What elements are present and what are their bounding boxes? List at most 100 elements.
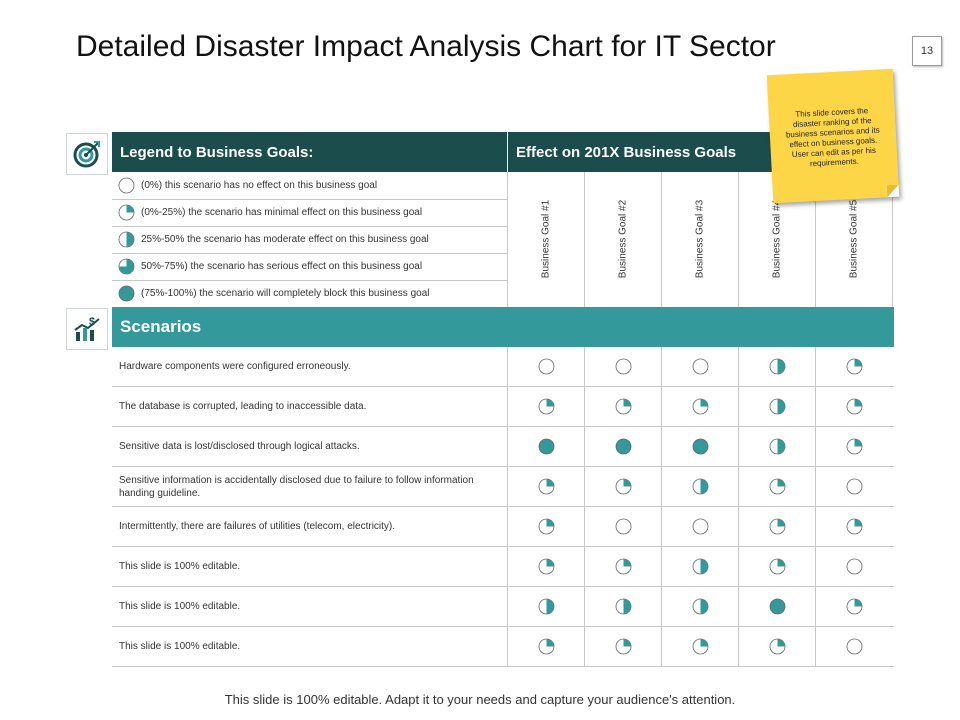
impact-cell	[661, 627, 738, 666]
scenario-text: This slide is 100% editable.	[119, 601, 241, 612]
impact-cell	[507, 427, 584, 466]
impact-cell	[738, 347, 815, 386]
impact-cell	[507, 587, 584, 626]
page-title: Detailed Disaster Impact Analysis Chart …	[76, 30, 776, 63]
impact-cell	[584, 467, 661, 506]
harvey-ball-icon	[769, 398, 785, 415]
scenario-text: This slide is 100% editable.	[119, 561, 241, 572]
legend-label: (0%-25%) the scenario has minimal effect…	[141, 207, 423, 218]
impact-cell	[661, 427, 738, 466]
harvey-ball-icon	[538, 478, 554, 495]
harvey-ball-icon	[692, 358, 708, 375]
impact-cell	[584, 427, 661, 466]
page-number: 13	[912, 36, 942, 66]
legend-row: 25%-50% the scenario has moderate effect…	[112, 226, 507, 254]
goal-column: Business Goal #4	[739, 172, 816, 307]
scenario-row: Sensitive information is accidentally di…	[112, 467, 894, 507]
impact-cell	[738, 627, 815, 666]
sticky-note-text: This slide covers the disaster ranking o…	[785, 106, 880, 169]
harvey-ball-icon	[692, 598, 708, 615]
impact-cell	[661, 507, 738, 546]
harvey-ball-icon	[615, 438, 631, 455]
harvey-ball-icon	[615, 638, 631, 655]
harvey-ball-icon	[615, 598, 631, 615]
harvey-ball-icon	[615, 518, 631, 535]
legend-row: 50%-75%) the scenario has serious effect…	[112, 253, 507, 281]
impact-cell	[738, 587, 815, 626]
goal-label: Business Goal #4	[771, 199, 783, 279]
impact-cell	[507, 547, 584, 586]
harvey-ball-icon	[692, 398, 708, 415]
harvey-ball-icon	[769, 638, 785, 655]
harvey-ball-icon	[846, 638, 862, 655]
impact-cell	[738, 507, 815, 546]
harvey-ball-icon	[846, 518, 862, 535]
impact-cell	[738, 427, 815, 466]
harvey-ball-icon	[118, 258, 135, 275]
impact-cell	[507, 627, 584, 666]
impact-cell	[507, 347, 584, 386]
goal-label: Business Goal #2	[617, 199, 629, 279]
scenarios-header: Scenarios	[112, 307, 894, 347]
harvey-ball-icon	[538, 638, 554, 655]
scenario-text: Sensitive information is accidentally di…	[119, 474, 474, 499]
harvey-ball-icon	[615, 358, 631, 375]
goal-label: Business Goal #5	[848, 199, 860, 279]
scenario-row: Sensitive data is lost/disclosed through…	[112, 427, 894, 467]
harvey-ball-icon	[769, 438, 785, 455]
harvey-ball-icon	[692, 478, 708, 495]
impact-cell	[661, 587, 738, 626]
impact-cell	[661, 547, 738, 586]
legend-row: (75%-100%) the scenario will completely …	[112, 280, 507, 308]
scenario-text: Hardware components were configured erro…	[119, 361, 351, 372]
impact-cell	[815, 627, 892, 666]
harvey-ball-icon	[118, 177, 135, 194]
impact-cell	[507, 507, 584, 546]
harvey-ball-icon	[846, 558, 862, 575]
impact-cell	[507, 467, 584, 506]
legend-header: Legend to Business Goals:	[112, 132, 507, 172]
impact-cell	[584, 627, 661, 666]
harvey-ball-icon	[846, 398, 862, 415]
harvey-ball-icon	[769, 598, 785, 615]
scenario-text: Sensitive data is lost/disclosed through…	[119, 441, 360, 452]
scenario-text: Intermittently, there are failures of ut…	[119, 521, 396, 532]
impact-cell	[815, 387, 892, 426]
harvey-ball-icon	[538, 518, 554, 535]
harvey-ball-icon	[615, 478, 631, 495]
harvey-ball-icon	[615, 558, 631, 575]
impact-cell	[584, 587, 661, 626]
goal-label: Business Goal #1	[540, 199, 552, 279]
impact-cell	[584, 507, 661, 546]
legend-row: (0%) this scenario has no effect on this…	[112, 172, 507, 200]
target-icon	[66, 133, 108, 175]
harvey-ball-icon	[692, 438, 708, 455]
goal-column: Business Goal #5	[816, 172, 893, 307]
scenario-row: Hardware components were configured erro…	[112, 347, 894, 387]
harvey-ball-icon	[118, 231, 135, 248]
note-fold-corner	[886, 184, 900, 198]
goal-column: Business Goal #3	[662, 172, 739, 307]
scenario-text: The database is corrupted, leading to in…	[119, 401, 367, 412]
harvey-ball-icon	[769, 478, 785, 495]
impact-cell	[815, 427, 892, 466]
legend-label: (0%) this scenario has no effect on this…	[141, 180, 378, 191]
harvey-ball-icon	[846, 438, 862, 455]
sticky-note: This slide covers the disaster ranking o…	[766, 68, 900, 204]
harvey-ball-icon	[769, 518, 785, 535]
harvey-ball-icon	[769, 558, 785, 575]
impact-cell	[661, 347, 738, 386]
legend-row: (0%-25%) the scenario has minimal effect…	[112, 199, 507, 227]
impact-cell	[584, 347, 661, 386]
scenario-text: This slide is 100% editable.	[119, 641, 241, 652]
scenario-row: Intermittently, there are failures of ut…	[112, 507, 894, 547]
impact-cell	[815, 507, 892, 546]
goal-label: Business Goal #3	[694, 199, 706, 279]
money-chart-icon: $	[66, 308, 108, 350]
harvey-ball-icon	[692, 518, 708, 535]
harvey-ball-icon	[538, 598, 554, 615]
scenario-row: The database is corrupted, leading to in…	[112, 387, 894, 427]
legend-label: 50%-75%) the scenario has serious effect…	[141, 261, 423, 272]
harvey-ball-icon	[846, 598, 862, 615]
harvey-ball-icon	[538, 358, 554, 375]
